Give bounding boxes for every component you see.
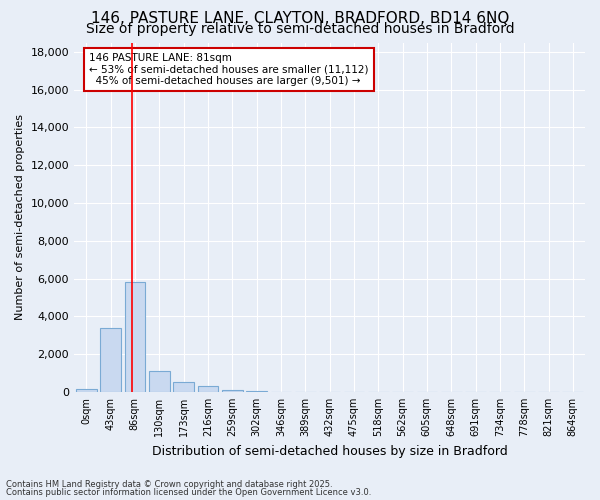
Text: 146 PASTURE LANE: 81sqm
← 53% of semi-detached houses are smaller (11,112)
  45%: 146 PASTURE LANE: 81sqm ← 53% of semi-de…	[89, 53, 369, 86]
Bar	[76, 389, 97, 392]
Bar	[222, 390, 242, 392]
Bar	[125, 282, 145, 392]
Text: Size of property relative to semi-detached houses in Bradford: Size of property relative to semi-detach…	[86, 22, 514, 36]
Text: Contains public sector information licensed under the Open Government Licence v3: Contains public sector information licen…	[6, 488, 371, 497]
Bar	[100, 328, 121, 392]
Bar	[173, 382, 194, 392]
Y-axis label: Number of semi-detached properties: Number of semi-detached properties	[15, 114, 25, 320]
X-axis label: Distribution of semi-detached houses by size in Bradford: Distribution of semi-detached houses by …	[152, 444, 508, 458]
Text: Contains HM Land Registry data © Crown copyright and database right 2025.: Contains HM Land Registry data © Crown c…	[6, 480, 332, 489]
Bar	[149, 371, 170, 392]
Bar	[246, 391, 267, 392]
Text: 146, PASTURE LANE, CLAYTON, BRADFORD, BD14 6NQ: 146, PASTURE LANE, CLAYTON, BRADFORD, BD…	[91, 11, 509, 26]
Bar	[197, 386, 218, 392]
